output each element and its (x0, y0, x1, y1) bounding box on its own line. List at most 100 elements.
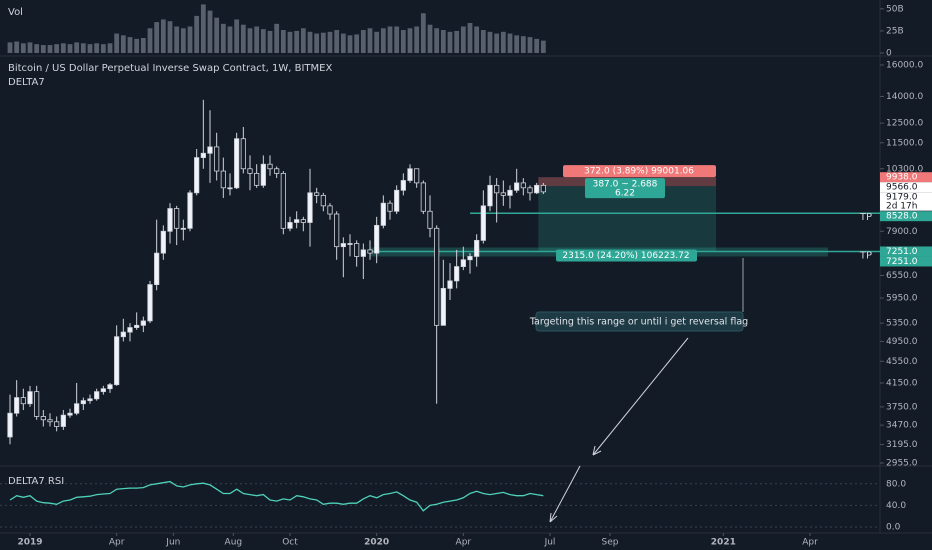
y-tick-label: 11500.0 (886, 138, 923, 148)
candle-body (527, 187, 533, 194)
volume-bar (14, 41, 20, 53)
y-tick-label: 3750.0 (886, 402, 918, 412)
volume-bar (34, 44, 40, 53)
volume-bar (467, 22, 473, 53)
candle-body (127, 327, 133, 333)
x-tick-label: Apr (456, 538, 472, 548)
volume-bar (414, 26, 420, 53)
volume-bar (327, 31, 333, 53)
volume-bar (227, 26, 233, 53)
volume-bar (434, 28, 440, 53)
candle-body (320, 194, 326, 207)
volume-bar (287, 31, 293, 53)
candle-body (100, 388, 106, 393)
y-tick-label: 3195.0 (886, 440, 918, 450)
volume-bar (167, 21, 173, 53)
volume-bar (307, 31, 313, 53)
price-label: 9938.0 (886, 173, 918, 183)
volume-bar (80, 43, 86, 53)
volume-bar (27, 42, 33, 53)
volume-bar (540, 40, 546, 53)
price-label-box (880, 256, 932, 267)
candle-body (380, 202, 386, 226)
y-tick-label: 3470.0 (886, 421, 918, 431)
countdown-box (880, 201, 932, 211)
volume-tick-label: 25B (886, 26, 904, 36)
y-tick-label: 7900.0 (886, 227, 918, 237)
candle-body (287, 222, 293, 229)
candle-body (174, 208, 180, 229)
candle-body (74, 403, 80, 414)
stop-box (563, 165, 716, 178)
y-tick-label: 2955.0 (886, 458, 918, 468)
volume-bar (100, 44, 106, 53)
candle-body (440, 287, 446, 326)
price-label: 7251.0 (886, 257, 918, 267)
candle-body (207, 146, 213, 154)
candle-body (180, 227, 186, 230)
candle-body (140, 320, 146, 326)
candle-body (27, 391, 33, 405)
y-tick-label: 5350.0 (886, 319, 918, 329)
candle-body (120, 331, 126, 338)
candle-body (94, 391, 100, 400)
candle-body (454, 266, 460, 282)
x-tick-label: Jul (544, 538, 556, 548)
candle-body (507, 189, 513, 196)
candle-body (267, 163, 273, 170)
price-label-box (880, 211, 932, 222)
countdown: 2d 17h (886, 202, 917, 212)
annotation-arrow (592, 337, 689, 456)
price-label: 9179.0 (886, 193, 918, 203)
volume-bar (234, 19, 240, 53)
rsi-tick-label: 80.0 (886, 479, 906, 489)
candle-body (480, 205, 486, 241)
arrow-head (592, 445, 602, 456)
volume-bar (154, 22, 160, 53)
candle-body (60, 414, 66, 427)
candle-body (200, 152, 206, 158)
annotation-arrow (549, 465, 581, 523)
volume-tick-label: 50B (886, 4, 904, 14)
volume-bar (160, 19, 166, 53)
volume-bar (520, 36, 526, 53)
annotation-text: Targeting this range or until i get reve… (529, 317, 748, 328)
volume-bar (294, 30, 300, 53)
candle-body (260, 163, 266, 186)
target-text: 2315.0 (24.20%) 106223.72 (562, 251, 689, 261)
candle-body (314, 192, 320, 196)
volume-bar (494, 33, 500, 53)
candle-body (214, 146, 220, 172)
y-tick-label: 6550.0 (886, 271, 918, 281)
candle-body (340, 243, 346, 248)
x-tick-label: Jun (165, 538, 180, 548)
volume-bar (67, 44, 73, 53)
volume-bar (347, 35, 353, 53)
candle-body (147, 284, 153, 322)
volume-bar (220, 23, 226, 53)
price-label-box (880, 246, 932, 257)
volume-bar (300, 28, 306, 53)
volume-bar (527, 37, 533, 53)
volume-bar (367, 28, 373, 53)
volume-bar (320, 32, 326, 53)
candle-body (47, 419, 53, 423)
candle-body (434, 227, 440, 326)
candle-body (107, 384, 113, 390)
price-label-box (880, 182, 932, 193)
rsi-tick-label: 40.0 (886, 501, 906, 511)
candle-body (14, 397, 20, 414)
x-tick-label: Oct (282, 538, 298, 548)
candle-body (447, 280, 453, 289)
candle-body (354, 243, 360, 257)
volume-bar (334, 30, 340, 53)
x-tick-label: Apr (109, 538, 125, 548)
volume-bar (460, 26, 466, 53)
candle-body (294, 219, 300, 223)
candle-body (300, 219, 306, 223)
volume-bar (374, 31, 380, 53)
volume-bar (507, 33, 513, 53)
volume-bar (400, 30, 406, 53)
volume-bar (267, 30, 273, 53)
